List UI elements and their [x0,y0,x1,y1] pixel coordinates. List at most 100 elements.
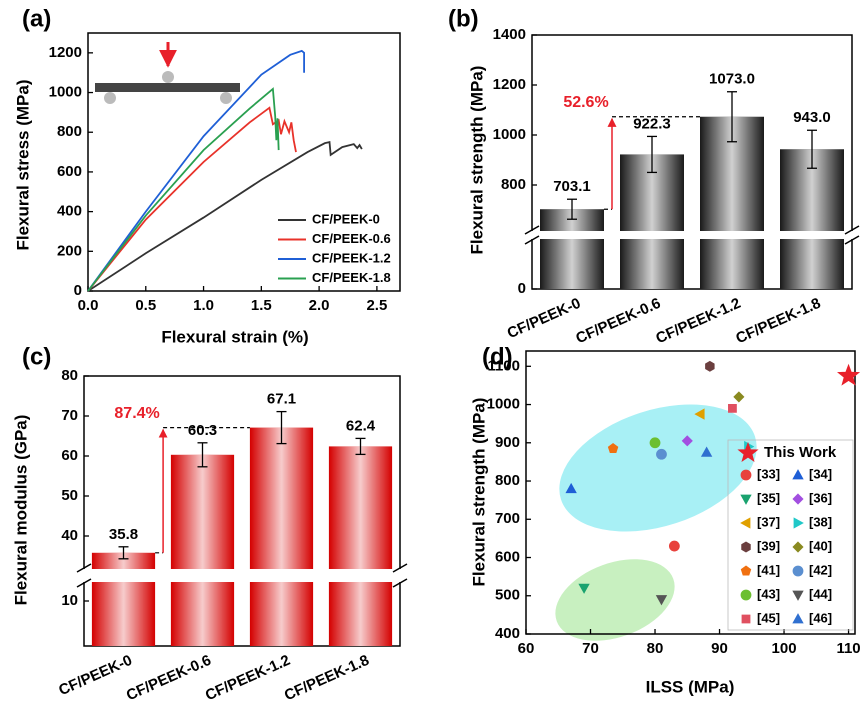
point [656,448,667,460]
y-tick-label: 800 [501,176,526,193]
y-tick-label: 70 [61,407,78,424]
legend-label: CF/PEEK-1.2 [312,250,391,265]
axis-break-mark [76,578,92,588]
legend-label: [37] [757,514,780,529]
cluster-ellipse [555,559,675,641]
bar-shine [328,446,393,646]
legend-label: [34] [809,466,832,481]
y-axis-label: Flexural strength (MPa) [469,398,488,587]
x-tick-label: 1.0 [193,297,214,314]
axis-break-gap [76,569,408,582]
y-tick-label: 80 [61,367,78,384]
x-tick-label: 110 [836,640,860,657]
legend-label: [40] [809,538,832,553]
legend-swatch [792,541,804,553]
x-tick-label: CF/PEEK-0.6 [573,295,663,347]
legend-label: [38] [809,514,832,529]
point [694,408,705,420]
bar-shine [91,552,156,646]
axis-break-mark [392,578,408,588]
point [837,363,861,386]
legend-label: CF/PEEK-1.8 [312,270,391,285]
panel-label: (d) [482,343,513,370]
inset-illustration [95,42,240,104]
x-tick-label: CF/PEEK-1.2 [203,652,293,704]
value-label: 67.1 [267,391,296,408]
increase-label: 87.4% [114,405,159,422]
legend-swatch [737,441,759,463]
y-tick-label: 10 [61,592,78,609]
x-tick-label: 0.5 [135,297,156,314]
y-tick-label: 1200 [49,44,82,61]
panel-label: (c) [22,343,51,370]
legend-swatch [740,494,752,505]
value-label: 922.3 [633,115,671,132]
line [87,49,305,292]
legend-swatch [793,517,804,529]
point [655,595,668,606]
bar-shine [780,149,844,289]
x-tick-label: CF/PEEK-1.2 [653,295,743,347]
line [87,141,363,292]
point [649,437,661,449]
legend-label: [39] [757,538,780,553]
y-tick-label: 1200 [493,76,526,93]
x-tick-label: 60 [518,640,535,657]
y-tick-label: 40 [61,527,78,544]
y-tick-label: 1400 [493,26,526,43]
y-tick-label: 0 [74,282,82,299]
y-tick-label: 900 [495,434,520,451]
legend-label: [46] [809,610,832,625]
x-tick-label: 80 [647,640,664,657]
y-tick-label: 1100 [487,357,520,374]
x-tick-label: 2.5 [366,297,387,314]
value-label: 62.4 [346,417,376,434]
y-tick-label: 800 [57,123,82,140]
value-label: 1073.0 [709,71,755,88]
y-tick-label: 700 [495,510,520,527]
legend-swatch [792,590,804,601]
x-tick-label: CF/PEEK-0 [56,652,134,699]
y-tick-label: 1000 [49,84,82,101]
legend-swatch [792,469,804,480]
bar-shine [540,209,604,289]
legend-label: [35] [757,490,780,505]
y-tick-label: 600 [495,548,520,565]
y-tick-label: 400 [57,203,82,220]
legend-swatch [741,614,751,624]
x-tick-label: 2.0 [309,297,330,314]
x-tick-label: CF/PEEK-0 [505,295,583,342]
plot-frame [525,350,856,635]
bar-shine [620,154,684,289]
plot-frame [87,32,401,292]
point [728,403,737,413]
x-tick-label: 70 [582,640,599,657]
value-label: 703.1 [553,178,591,195]
point [700,446,713,457]
plot-frame [83,375,401,647]
legend-label: CF/PEEK-0.6 [312,231,391,246]
axis-break-gap [524,231,860,239]
point [578,583,590,594]
point [607,443,619,453]
axis-break-mark [76,563,92,573]
bar-shine [249,427,314,646]
point [681,435,693,447]
legend-label: [41] [757,562,780,577]
line [87,106,297,292]
plot-frame [531,34,853,290]
x-tick-label: 100 [772,640,797,657]
y-tick-label: 600 [57,163,82,180]
legend-swatch [740,565,752,576]
y-tick-label: 500 [495,587,520,604]
axis-break-mark [524,225,540,235]
y-axis-label: Flexural stress (MPa) [13,79,32,250]
legend-label: This Work [764,444,837,461]
axis-break-mark [844,225,860,235]
legend-swatch [792,613,804,624]
x-axis-label: Flexural strain (%) [161,327,308,346]
point [705,360,715,372]
x-tick-label: CF/PEEK-1.8 [733,295,823,347]
point [668,540,680,552]
legend-swatch [792,493,804,505]
